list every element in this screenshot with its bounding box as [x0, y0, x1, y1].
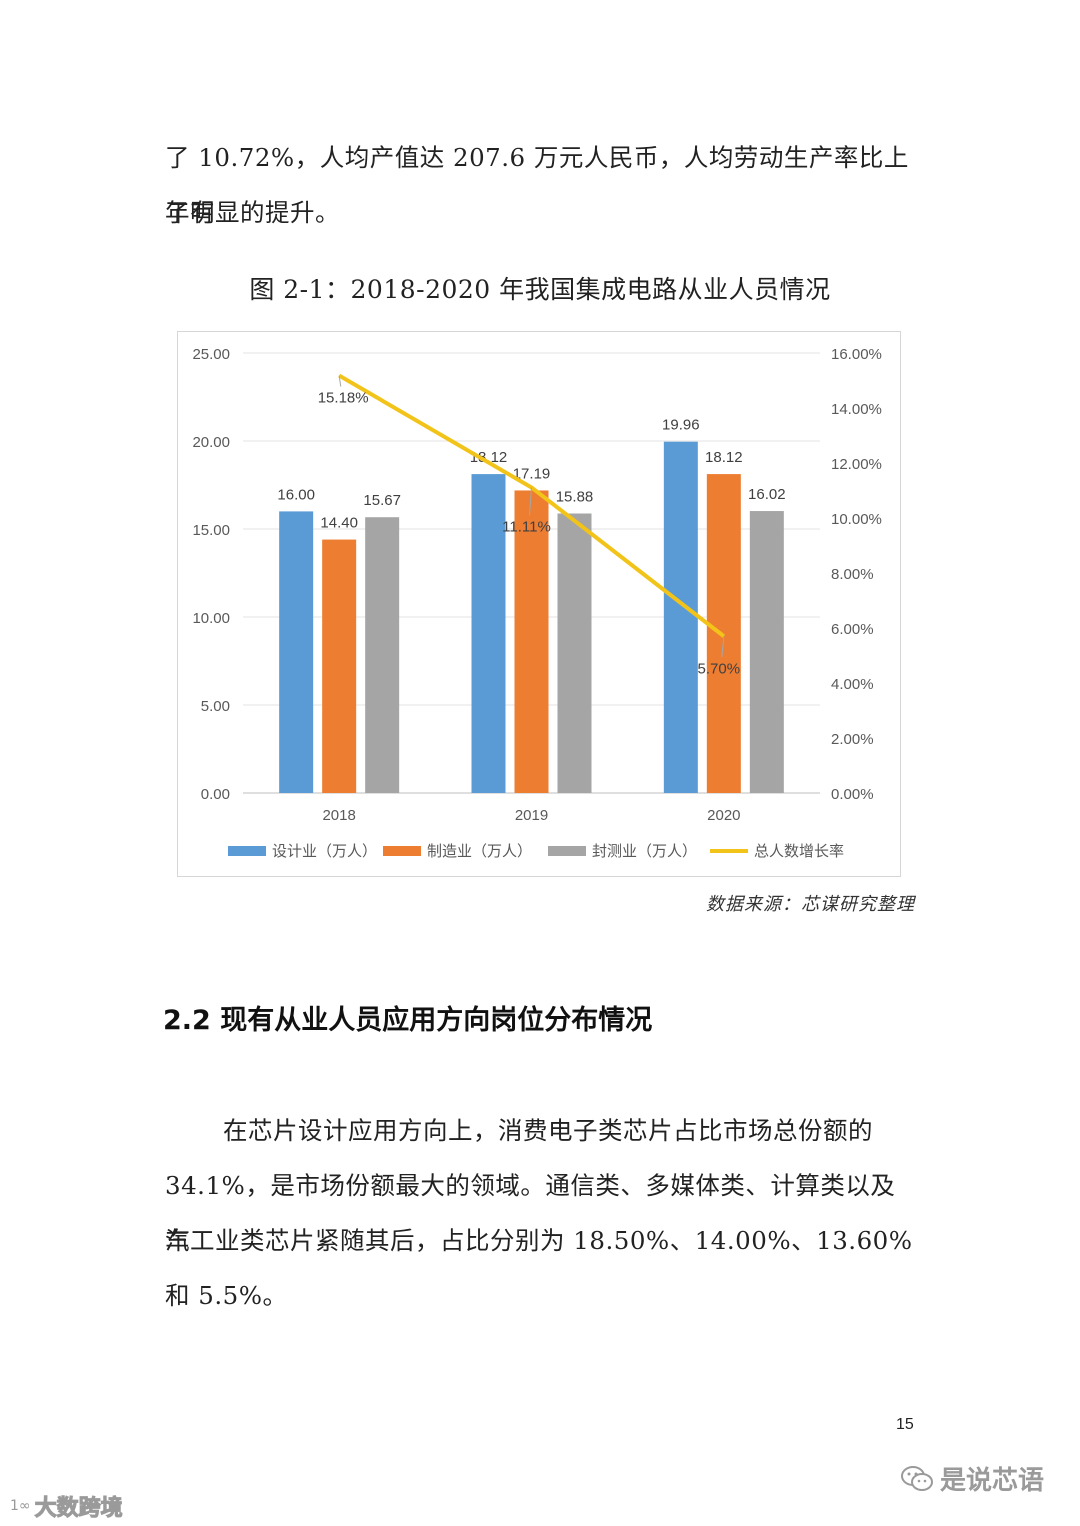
bar: [706, 474, 741, 793]
y-right-tick-label: 14.00%: [831, 401, 882, 418]
watermark-right-text: 是说芯语: [939, 1466, 1044, 1496]
watermark-left: 1∞ 大数跨境: [10, 1490, 123, 1522]
bar-data-label: 19.96: [662, 417, 700, 434]
bar: [279, 511, 314, 793]
bar-data-label: 18.12: [470, 449, 508, 466]
source-note: 数据来源：芯谋研究整理: [706, 894, 915, 915]
line-data-label: 5.70%: [698, 660, 741, 677]
y-left-tick-label: 10.00: [192, 610, 230, 627]
watermark-logo-icon: 1∞: [10, 1498, 31, 1514]
legend-label: 总人数增长率: [754, 842, 844, 860]
y-right-tick-label: 10.00%: [831, 511, 882, 528]
y-right-tick-label: 4.00%: [831, 676, 874, 693]
y-right-tick-label: 12.00%: [831, 456, 882, 473]
figure-title: 图 2-1：2018-2020 年我国集成电路从业人员情况: [249, 275, 831, 304]
bar-data-label: 14.40: [320, 515, 358, 532]
y-right-tick-label: 6.00%: [831, 621, 874, 638]
bar-data-label: 18.12: [705, 449, 743, 466]
intro-paragraph-line-2: 了明显的提升。: [165, 198, 340, 227]
legend-swatch: [228, 846, 266, 856]
chart-container: 0.00 5.00 10.00 15.00 20.00 25.00 0.00% 2.00% 4.…: [177, 331, 901, 877]
y-left-tick-label: 5.00: [201, 698, 230, 715]
y-right-tick-label: 16.00%: [831, 346, 882, 363]
line-data-label: 11.11%: [502, 518, 551, 535]
watermark-right: 是说芯语: [900, 1460, 1044, 1497]
y-left-tick-label: 15.00: [192, 522, 230, 539]
watermark-left-text: 大数跨境: [34, 1496, 123, 1522]
bar-data-label: 15.88: [556, 489, 594, 506]
data-label-leader: [529, 487, 532, 516]
y-left-tick-label: 0.00: [201, 786, 230, 803]
data-label-leader: [338, 375, 342, 387]
bar: [557, 513, 592, 793]
x-tick-label: 2020: [707, 807, 740, 824]
bar: [663, 441, 698, 793]
legend-label: 封测业（万人）: [592, 842, 697, 860]
body-paragraph-line-2: 34.1%，是市场份额最大的领域。通信类、多媒体类、计算类以及汽: [165, 1171, 896, 1255]
data-label-leader: [721, 636, 725, 658]
bar: [514, 490, 549, 793]
y-right-tick-label: 0.00%: [831, 786, 874, 803]
intro-paragraph-line-1: 了 10.72%，人均产值达 207.6 万元人民币，人均劳动生产率比上年有: [165, 143, 909, 227]
bar-data-label: 16.00: [277, 486, 315, 503]
bar-data-label: 15.67: [363, 492, 401, 509]
body-paragraph-line-1: 在芯片设计应用方向上，消费电子类芯片占比市场总份额的: [223, 1116, 873, 1145]
bar: [749, 511, 784, 793]
bar: [471, 474, 506, 793]
legend-swatch: [548, 846, 586, 856]
bar-data-label: 16.02: [748, 486, 786, 503]
y-left-tick-label: 25.00: [192, 346, 230, 363]
legend-swatch: [383, 846, 421, 856]
bar-data-label: 17.19: [513, 465, 551, 482]
y-left-tick-label: 20.00: [192, 434, 230, 451]
bar: [365, 517, 400, 793]
line-data-label: 15.18%: [318, 390, 369, 407]
wechat-icon: [900, 1465, 933, 1491]
body-paragraph-line-3: 车工业类芯片紧随其后，占比分别为 18.50%、14.00%、13.60%和 5…: [165, 1226, 913, 1310]
legend-label: 制造业（万人）: [427, 842, 532, 860]
y-right-tick-label: 8.00%: [831, 566, 874, 583]
x-tick-label: 2018: [322, 807, 355, 824]
bar-line-chart: 0.00 5.00 10.00 15.00 20.00 25.00 0.00% 2.00% 4.…: [192, 346, 882, 860]
legend-label: 设计业（万人）: [272, 842, 377, 860]
bar: [322, 539, 357, 793]
page-number: 15: [896, 1416, 914, 1433]
y-right-tick-label: 2.00%: [831, 731, 874, 748]
x-tick-label: 2019: [515, 807, 548, 824]
section-heading: 2.2 现有从业人员应用方向岗位分布情况: [163, 1005, 653, 1036]
